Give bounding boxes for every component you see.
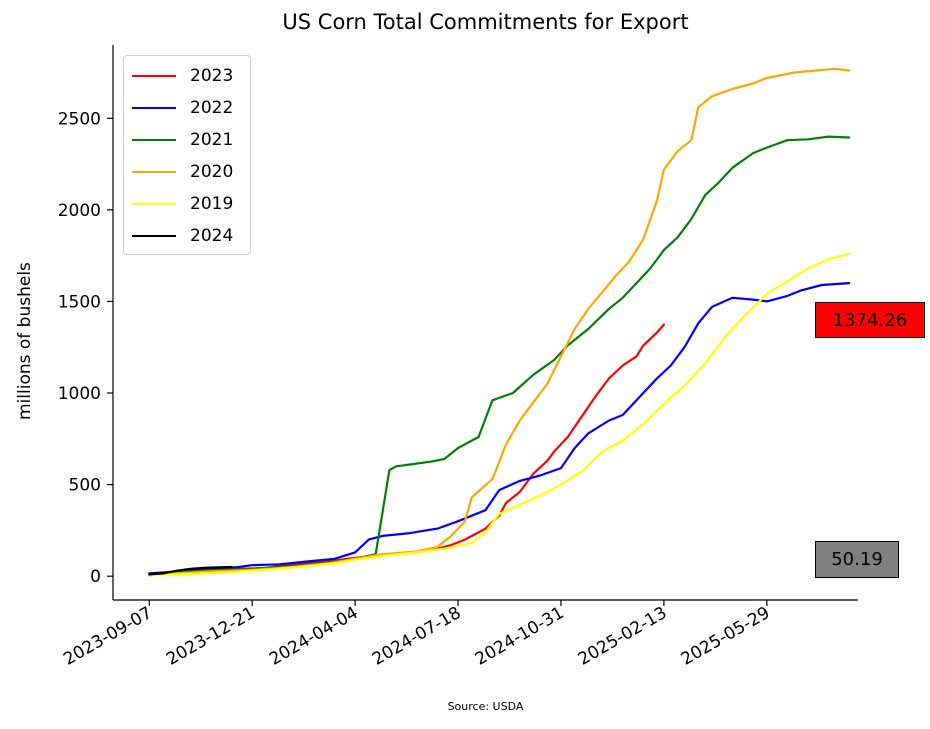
series-lines: [148, 67, 851, 577]
source-note: Source: USDA: [447, 700, 524, 713]
legend-label: 2020: [190, 162, 234, 182]
series-line-2022: [148, 282, 851, 575]
y-tick-label: 0: [90, 567, 101, 587]
y-tick-label: 2000: [58, 201, 101, 221]
legend-swatch: [132, 75, 176, 77]
x-tick-label: 2023-09-07: [60, 603, 156, 670]
legend-swatch: [132, 235, 176, 237]
legend: 2023 2022 2021 2020 2019 2024: [123, 55, 251, 255]
series-line-2023: [148, 323, 666, 577]
legend-item-2024: 2024: [124, 220, 250, 252]
y-tick-label: 2500: [58, 109, 101, 129]
legend-item-2022: 2022: [124, 92, 250, 124]
y-axis-label: millions of bushels: [15, 262, 35, 420]
legend-item-2021: 2021: [124, 124, 250, 156]
x-tick-label: 2025-05-29: [678, 603, 774, 670]
legend-swatch: [132, 171, 176, 173]
y-tick-label: 500: [69, 476, 101, 496]
series-line-2021: [148, 135, 851, 577]
x-tick-label: 2025-02-13: [575, 603, 671, 670]
legend-label: 2022: [190, 98, 234, 118]
series-line-2024: [148, 565, 233, 576]
x-tick-label: 2024-10-31: [472, 603, 568, 670]
y-tick-label: 1000: [58, 384, 101, 404]
legend-item-2020: 2020: [124, 156, 250, 188]
y-tick-label: 1500: [58, 292, 101, 312]
legend-label: 2023: [190, 66, 234, 86]
x-tick-label: 2023-12-21: [163, 603, 259, 670]
latest-value-badge-2024: 50.19: [815, 541, 899, 578]
x-tick-label: 2024-07-18: [369, 603, 465, 670]
x-tick-label: 2024-04-04: [266, 603, 362, 670]
series-line-2020: [148, 67, 851, 577]
legend-swatch: [132, 203, 176, 205]
chart-title: US Corn Total Commitments for Export: [282, 10, 689, 34]
legend-swatch: [132, 107, 176, 109]
latest-value-badge-2023: 1374.26: [815, 302, 925, 338]
legend-item-2019: 2019: [124, 188, 250, 220]
legend-label: 2021: [190, 130, 234, 150]
legend-label: 2024: [190, 226, 234, 246]
series-line-2019: [148, 252, 851, 577]
legend-swatch: [132, 139, 176, 141]
legend-label: 2019: [190, 194, 234, 214]
legend-item-2023: 2023: [124, 60, 250, 92]
